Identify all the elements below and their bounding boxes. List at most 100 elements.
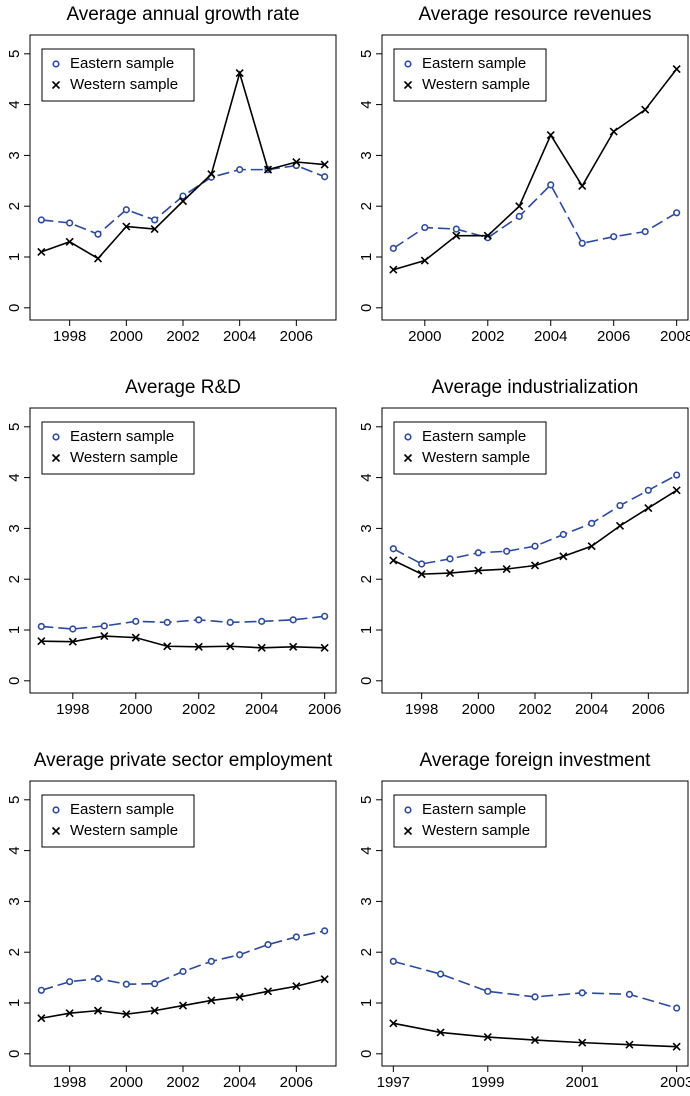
point xyxy=(474,566,483,575)
legend-marker xyxy=(404,433,412,441)
y-tick-label: 2 xyxy=(6,948,23,956)
x-tick-label: 1998 xyxy=(53,1074,86,1091)
point xyxy=(503,547,511,555)
point xyxy=(418,560,426,568)
legend-marker xyxy=(403,80,413,90)
point xyxy=(264,940,272,949)
point xyxy=(122,206,130,214)
x-tick-label: 2006 xyxy=(308,701,341,718)
point xyxy=(417,570,426,579)
legend-box xyxy=(393,421,547,475)
series-line xyxy=(41,615,325,630)
point xyxy=(132,617,140,625)
x-tick-label: 2006 xyxy=(280,1074,313,1091)
chart-title: Average foreign investment xyxy=(420,750,652,771)
plot-frame xyxy=(29,407,337,694)
y-tick-label: 2 xyxy=(358,202,375,210)
point xyxy=(672,1042,681,1051)
legend-box xyxy=(41,794,195,848)
chart-title: Average resource revenues xyxy=(418,4,651,25)
y-tick-label: 1 xyxy=(358,626,375,634)
point xyxy=(289,616,297,624)
point xyxy=(65,237,74,246)
y-tick-label: 5 xyxy=(6,796,23,804)
x-tick-label: 2004 xyxy=(575,701,608,718)
legend-label: Eastern sample xyxy=(70,801,174,818)
legend-box xyxy=(41,48,195,102)
chart-title: Average private sector employment xyxy=(34,750,333,771)
y-tick-label: 3 xyxy=(358,151,375,159)
point xyxy=(94,975,102,983)
point xyxy=(37,1014,46,1023)
y-tick-label: 1 xyxy=(6,626,23,634)
point xyxy=(452,225,460,233)
point xyxy=(559,530,567,539)
point xyxy=(483,1032,492,1042)
point xyxy=(389,556,398,565)
point xyxy=(389,957,397,965)
point xyxy=(289,642,298,651)
x-tick-label: 2002 xyxy=(518,701,551,718)
point xyxy=(122,980,130,988)
point xyxy=(421,223,429,232)
point xyxy=(502,564,511,574)
point xyxy=(195,616,203,624)
legend-marker xyxy=(404,60,412,68)
point xyxy=(436,1028,445,1037)
legend-label: Eastern sample xyxy=(70,55,174,72)
point xyxy=(644,486,652,494)
x-tick-label: 2008 xyxy=(660,328,690,345)
point xyxy=(578,989,586,997)
point xyxy=(446,555,454,563)
legend-label: Eastern sample xyxy=(70,428,174,445)
point xyxy=(578,239,586,247)
x-tick-label: 2001 xyxy=(566,1074,599,1091)
point xyxy=(37,216,45,224)
point xyxy=(474,549,482,557)
point xyxy=(93,1006,103,1015)
point xyxy=(610,233,618,241)
series-line xyxy=(41,164,325,236)
legend-label: Eastern sample xyxy=(422,55,526,72)
x-tick-label: 2000 xyxy=(408,328,441,345)
x-tick-label: 2004 xyxy=(245,701,278,718)
point xyxy=(483,231,492,240)
y-tick-label: 5 xyxy=(358,50,375,58)
point xyxy=(258,617,266,625)
series-line xyxy=(41,930,325,992)
point xyxy=(194,642,203,651)
point xyxy=(609,127,618,136)
legend-marker xyxy=(51,453,61,463)
legend-marker xyxy=(403,453,413,463)
x-tick-label: 2006 xyxy=(280,328,313,345)
y-tick-label: 4 xyxy=(358,473,375,481)
point xyxy=(68,637,77,646)
y-tick-label: 5 xyxy=(6,423,23,431)
point xyxy=(445,569,455,578)
legend-label: Western sample xyxy=(70,449,178,466)
point xyxy=(389,244,397,252)
legend-label: Western sample xyxy=(422,822,530,839)
point xyxy=(236,166,244,174)
legend-label: Western sample xyxy=(422,76,530,93)
y-tick-label: 4 xyxy=(358,100,375,108)
point xyxy=(588,519,596,527)
series-line xyxy=(392,183,678,250)
y-tick-label: 2 xyxy=(358,948,375,956)
point xyxy=(616,501,624,510)
legend-marker xyxy=(51,826,61,836)
x-tick-label: 2002 xyxy=(166,1074,199,1091)
legend-marker xyxy=(403,826,413,836)
point xyxy=(69,625,77,633)
point xyxy=(66,219,74,227)
y-tick-label: 0 xyxy=(6,677,23,685)
point xyxy=(530,1036,540,1045)
point xyxy=(644,504,653,513)
point xyxy=(235,992,244,1001)
x-tick-label: 2006 xyxy=(632,701,665,718)
point xyxy=(207,996,216,1005)
point xyxy=(389,265,398,274)
point xyxy=(672,64,681,74)
x-tick-label: 1998 xyxy=(56,701,89,718)
legend-box xyxy=(393,794,547,848)
